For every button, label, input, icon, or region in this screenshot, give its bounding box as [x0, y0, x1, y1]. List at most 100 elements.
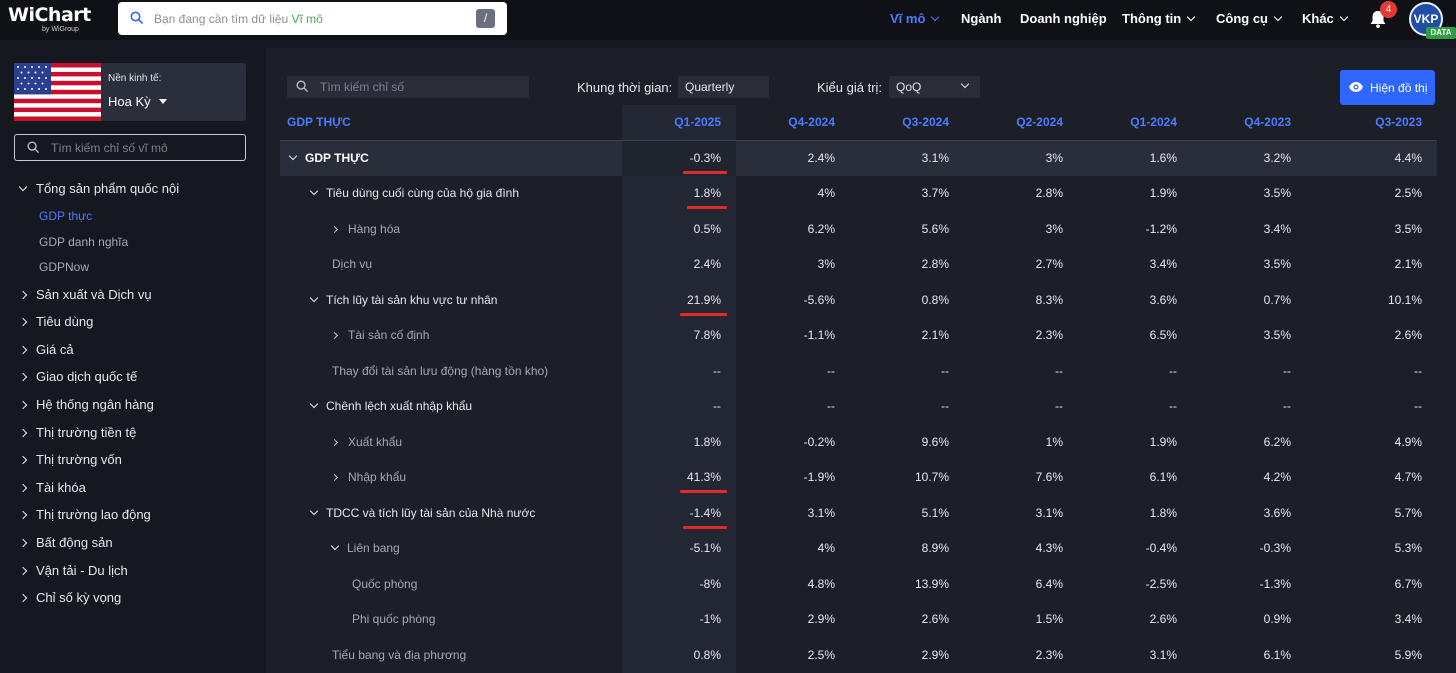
sidebar-group-5[interactable]: Hệ thống ngân hàng [18, 397, 154, 412]
value-cell: 3.1% [1078, 637, 1192, 673]
nav-item-0[interactable]: Vĩ mô [890, 11, 940, 26]
cell-value: 3.5% [1394, 221, 1422, 236]
nav-item-label: Khác [1302, 11, 1334, 26]
cell-value: 9.6% [921, 434, 949, 449]
table-search-input[interactable]: Tìm kiếm chỉ số [287, 76, 529, 98]
row-name-cell[interactable]: Liên bang [280, 531, 622, 567]
row-name-cell[interactable]: Hàng hóa [280, 211, 622, 247]
cell-value: -- [1414, 399, 1422, 414]
value-cell: 6.5% [1078, 318, 1192, 354]
value-cell: 2.9% [736, 602, 850, 638]
value-cell: 5.6% [850, 211, 964, 247]
show-chart-button[interactable]: Hiện đồ thị [1340, 70, 1435, 105]
cell-value: 6.1% [1263, 647, 1291, 662]
value-cell: 2.6% [1306, 318, 1437, 354]
row-name-cell[interactable]: Chênh lệch xuất nhập khẩu [280, 389, 622, 425]
cell-value: 3% [817, 257, 835, 272]
indicator-search-input[interactable]: Tìm kiếm chỉ số vĩ mô [14, 134, 246, 161]
row-name-cell[interactable]: TDCC và tích lũy tài sản của Nhà nước [280, 495, 622, 531]
row-label: Phi quốc phòng [352, 612, 436, 627]
chevron-down-icon[interactable] [309, 187, 319, 196]
sidebar-group-2[interactable]: Tiêu dùng [18, 314, 93, 329]
chevron-down-icon[interactable] [309, 400, 319, 409]
row-name-cell[interactable]: Nhập khẩu [280, 460, 622, 496]
sidebar-group-7[interactable]: Thị trường vốn [18, 452, 122, 467]
cell-value: 0.5% [693, 221, 721, 236]
timeframe-select[interactable]: Quarterly [678, 76, 769, 98]
chevron-right-icon[interactable] [330, 332, 339, 340]
sidebar-group-11[interactable]: Vận tải - Du lịch [18, 563, 128, 578]
value-type-select[interactable]: QoQ [889, 76, 980, 98]
nav-item-5[interactable]: Khác [1302, 11, 1349, 26]
cell-value: 3.1% [921, 151, 949, 165]
cell-value: 8.3% [1035, 292, 1063, 307]
nav-item-1[interactable]: Ngành [961, 11, 1001, 26]
table-header-period[interactable]: Q1-2025 [622, 105, 736, 141]
sidebar-group-8[interactable]: Tài khóa [18, 480, 86, 495]
sidebar-group-6[interactable]: Thị trường tiền tệ [18, 425, 136, 440]
table-header-period[interactable]: Q4-2023 [1192, 105, 1306, 141]
row-name-cell[interactable]: Xuất khẩu [280, 424, 622, 460]
value-cell: -1.1% [736, 318, 850, 354]
value-cell: 5.3% [1306, 531, 1437, 567]
value-cell: 7.8% [622, 317, 736, 353]
cell-value: -- [827, 399, 835, 414]
sidebar-group-3[interactable]: Giá cả [18, 341, 74, 357]
cell-value: -1.2% [1145, 221, 1177, 236]
value-cell: 3.1% [736, 495, 850, 531]
cell-value: 3.1% [807, 505, 835, 520]
sidebar-group-1[interactable]: Sản xuất và Dịch vụ [18, 287, 152, 302]
cell-value: 2.6% [1149, 612, 1177, 627]
value-cell: 3.5% [1192, 176, 1306, 212]
row-name-cell: Quốc phòng [280, 566, 622, 602]
chevron-down-icon[interactable] [309, 506, 319, 515]
wichart-logo[interactable]: WiChart by WiGroup [8, 4, 108, 36]
sidebar-subitem-2[interactable]: GDPNow [39, 260, 90, 274]
chevron-down-icon[interactable] [330, 542, 340, 551]
sidebar-group-0[interactable]: Tổng sản phẩm quốc nội [18, 181, 179, 196]
row-label: Dịch vụ [332, 257, 373, 272]
row-name-cell[interactable]: Tích lũy tài sản khu vực tư nhân [280, 282, 622, 318]
row-label: Liên bang [347, 541, 400, 556]
cell-value: 4.4% [1394, 151, 1422, 165]
chevron-right-icon [18, 400, 28, 410]
chevron-down-icon[interactable] [288, 151, 298, 161]
cell-value: -1.1% [803, 328, 835, 343]
sidebar-subitem-0[interactable]: GDP thực [39, 209, 93, 223]
table-header-period[interactable]: Q2-2024 [964, 105, 1078, 141]
value-cell: -- [850, 389, 964, 425]
table-header-period[interactable]: Q1-2024 [1078, 105, 1192, 141]
cell-value: 1.5% [1035, 612, 1063, 627]
logo-text: WiChart [8, 4, 91, 26]
table-header-period[interactable]: Q3-2024 [850, 105, 964, 141]
chevron-right-icon[interactable] [330, 225, 339, 233]
sidebar-subitem-1[interactable]: GDP danh nghĩa [39, 234, 129, 249]
sidebar-group-12[interactable]: Chỉ số kỳ vọng [18, 590, 121, 605]
global-search-input[interactable]: Bạn đang cần tìm dữ liệu Vĩ mô / [118, 2, 507, 35]
sidebar-group-4[interactable]: Giao dịch quốc tế [18, 369, 137, 384]
nav-item-3[interactable]: Thông tin [1122, 11, 1196, 26]
row-name-cell[interactable]: Tài sản cố định [280, 318, 622, 354]
row-name-cell[interactable]: GDP THỰC [280, 140, 622, 176]
nav-item-4[interactable]: Công cụ [1216, 11, 1283, 26]
chevron-right-icon[interactable] [330, 438, 339, 446]
sidebar-group-label: Giá cả [36, 341, 74, 357]
nav-item-2[interactable]: Doanh nghiệp [1020, 11, 1107, 26]
value-cell: 3.6% [1078, 282, 1192, 318]
value-cell: -- [1306, 353, 1437, 389]
row-name-cell: Tiểu bang và địa phương [280, 637, 622, 673]
cell-value: 2.8% [1035, 186, 1063, 201]
economy-selector[interactable]: Nền kinh tế: Hoa Kỳ [14, 63, 246, 121]
value-cell: 5.9% [1306, 637, 1437, 673]
value-cell: 3.5% [1192, 247, 1306, 283]
table-header-period[interactable]: Q3-2023 [1306, 105, 1437, 141]
chevron-down-icon[interactable] [309, 293, 319, 302]
table-header-period[interactable]: Q4-2024 [736, 105, 850, 141]
table-row: Chênh lệch xuất nhập khẩu -- -- -- -- -- -- -- [280, 388, 1437, 425]
chevron-right-icon[interactable] [330, 474, 339, 482]
row-name-cell[interactable]: Tiêu dùng cuối cùng của hộ gia đình [280, 176, 622, 212]
value-cell: 0.5% [622, 211, 736, 247]
nav-item-label: Ngành [961, 11, 1002, 26]
sidebar-group-10[interactable]: Bất động sản [18, 535, 113, 550]
sidebar-group-9[interactable]: Thị trường lao động [18, 507, 151, 522]
